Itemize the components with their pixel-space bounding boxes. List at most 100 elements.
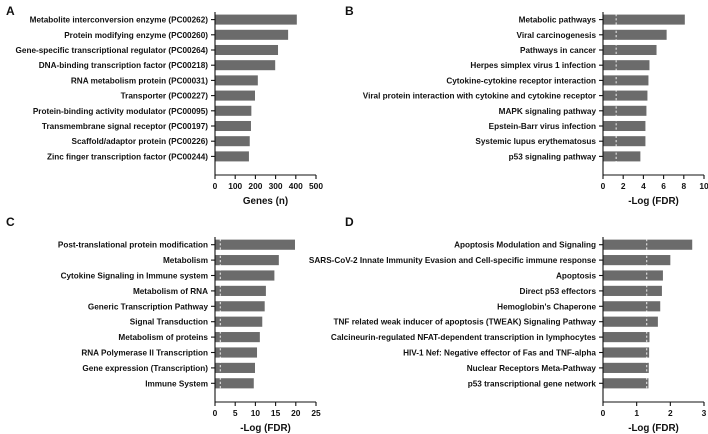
category-label-b-6: MAPK signaling pathway xyxy=(499,107,597,116)
bar-d-8 xyxy=(603,362,649,373)
category-label-c-1: Metabolism xyxy=(163,256,208,265)
x-axis-title-d: -Log (FDR) xyxy=(628,423,679,434)
x-tick-label-c-2: 10 xyxy=(251,408,261,418)
category-label-d-3: Direct p53 effectors xyxy=(520,287,597,296)
category-label-a-1: Protein modifying enzyme (PC00260) xyxy=(64,31,208,40)
category-label-a-2: Gene-specific transcriptional regulator … xyxy=(16,46,209,55)
category-label-a-4: RNA metabolism protein (PC00031) xyxy=(71,76,208,85)
x-tick-label-b-2: 4 xyxy=(641,181,646,191)
bar-d-4 xyxy=(603,301,661,312)
category-label-d-4: Hemoglobin's Chaperone xyxy=(497,302,596,311)
x-tick-label-c-5: 25 xyxy=(311,408,321,418)
category-label-c-8: Gene expression (Transcription) xyxy=(82,364,208,373)
bar-d-3 xyxy=(603,285,662,296)
x-tick-label-b-1: 2 xyxy=(621,181,626,191)
category-label-b-7: Epstein-Barr virus infection xyxy=(489,122,596,131)
category-label-a-9: Zinc finger transcription factor (PC0024… xyxy=(47,152,208,161)
bar-a-7 xyxy=(215,120,251,132)
x-axis-title-a: Genes (n) xyxy=(243,196,288,207)
category-label-a-6: Protein-binding activity modulator (PC00… xyxy=(33,107,208,116)
panel-label-c: C xyxy=(6,215,15,229)
category-label-d-0: Apoptosis Modulation and Signaling xyxy=(454,241,596,250)
bar-b-3 xyxy=(603,60,650,71)
category-label-b-0: Metabolic pathways xyxy=(519,16,597,25)
x-tick-label-b-0: 0 xyxy=(601,181,606,191)
category-label-b-8: Systemic lupus erythematosus xyxy=(475,137,596,146)
bar-b-1 xyxy=(603,29,667,40)
x-tick-label-c-0: 0 xyxy=(213,408,218,418)
x-tick-label-a-3: 300 xyxy=(269,181,283,191)
bar-b-9 xyxy=(603,151,641,162)
bar-d-0 xyxy=(603,239,693,250)
bar-c-0 xyxy=(215,239,295,250)
bar-d-6 xyxy=(603,332,650,343)
bar-d-5 xyxy=(603,316,658,327)
panel-a: Metabolite interconversion enzyme (PC002… xyxy=(16,12,323,207)
bar-b-7 xyxy=(603,120,646,132)
category-label-c-3: Metabolism of RNA xyxy=(133,287,208,296)
bar-b-5 xyxy=(603,90,648,101)
x-tick-label-c-4: 20 xyxy=(291,408,301,418)
category-label-a-3: DNA-binding transcription factor (PC0021… xyxy=(39,61,209,70)
panel-d: Apoptosis Modulation and Signaling SARS-C… xyxy=(309,237,707,434)
x-tick-label-d-0: 0 xyxy=(601,408,606,418)
category-label-b-2: Pathways in cancer xyxy=(520,46,597,55)
category-label-c-4: Generic Transcription Pathway xyxy=(88,302,209,311)
panel-b: Metabolic pathways Viral carcinogenesis Pa… xyxy=(363,12,708,207)
category-label-c-7: RNA Polymerase II Transcription xyxy=(81,349,208,358)
bar-c-4 xyxy=(215,301,265,312)
x-axis-title-c: -Log (FDR) xyxy=(240,423,291,434)
bar-b-6 xyxy=(603,105,647,116)
x-tick-label-d-1: 1 xyxy=(634,408,639,418)
bar-b-8 xyxy=(603,136,646,147)
x-tick-label-a-5: 500 xyxy=(309,181,323,191)
bar-c-9 xyxy=(215,378,254,389)
category-label-a-5: Transporter (PC00227) xyxy=(121,92,209,101)
category-label-b-3: Herpes simplex virus 1 infection xyxy=(470,61,596,70)
bar-b-2 xyxy=(603,44,657,56)
x-tick-label-a-1: 100 xyxy=(228,181,242,191)
category-label-d-8: Nuclear Receptors Meta-Pathway xyxy=(467,364,597,373)
bar-d-2 xyxy=(603,270,663,281)
category-label-c-5: Signal Transduction xyxy=(130,318,208,327)
bar-b-4 xyxy=(603,75,649,86)
x-axis-title-b: -Log (FDR) xyxy=(628,196,679,207)
bar-d-1 xyxy=(603,255,671,266)
bar-a-2 xyxy=(215,44,279,56)
x-tick-label-b-4: 8 xyxy=(681,181,686,191)
bar-c-5 xyxy=(215,316,263,327)
category-label-b-5: Viral protein interaction with cytokine … xyxy=(363,92,597,101)
category-label-a-0: Metabolite interconversion enzyme (PC002… xyxy=(30,16,209,25)
x-tick-label-b-3: 6 xyxy=(661,181,666,191)
chart-panels: Metabolite interconversion enzyme (PC002… xyxy=(16,12,708,434)
bar-b-0 xyxy=(603,14,685,25)
category-label-d-2: Apoptosis xyxy=(556,272,596,281)
bar-c-3 xyxy=(215,285,266,296)
x-tick-label-d-3: 3 xyxy=(702,408,707,418)
category-label-c-9: Immune System xyxy=(145,379,208,388)
bar-c-2 xyxy=(215,270,275,281)
category-label-c-6: Metabolism of proteins xyxy=(118,333,208,342)
bar-a-4 xyxy=(215,75,258,86)
category-label-b-1: Viral carcinogenesis xyxy=(517,31,597,40)
bar-a-8 xyxy=(215,136,250,147)
category-label-c-2: Cytokine Signaling in Immune system xyxy=(61,272,208,281)
category-label-c-0: Post-translational protein modification xyxy=(58,241,208,250)
bar-a-6 xyxy=(215,105,252,116)
category-label-d-5: TNF related weak inducer of apoptosis (T… xyxy=(334,318,597,327)
bar-c-6 xyxy=(215,332,260,343)
panel-c: Post-translational protein modification M… xyxy=(58,237,321,434)
x-tick-label-c-3: 15 xyxy=(271,408,281,418)
category-label-d-1: SARS-CoV-2 Innate Immunity Evasion and C… xyxy=(309,256,597,265)
bar-a-9 xyxy=(215,151,249,162)
category-label-a-7: Transmembrane signal receptor (PC00197) xyxy=(42,122,208,131)
category-label-d-7: HIV-1 Nef: Negative effector of Fas and … xyxy=(403,349,596,358)
bar-d-7 xyxy=(603,347,650,358)
panel-label-b: B xyxy=(345,4,354,18)
panel-label-d: D xyxy=(345,215,354,229)
bar-c-1 xyxy=(215,255,279,266)
x-tick-label-a-0: 0 xyxy=(213,181,218,191)
bar-a-0 xyxy=(215,14,297,25)
category-label-d-9: p53 transcriptional gene network xyxy=(468,379,597,388)
x-tick-label-a-2: 200 xyxy=(248,181,262,191)
